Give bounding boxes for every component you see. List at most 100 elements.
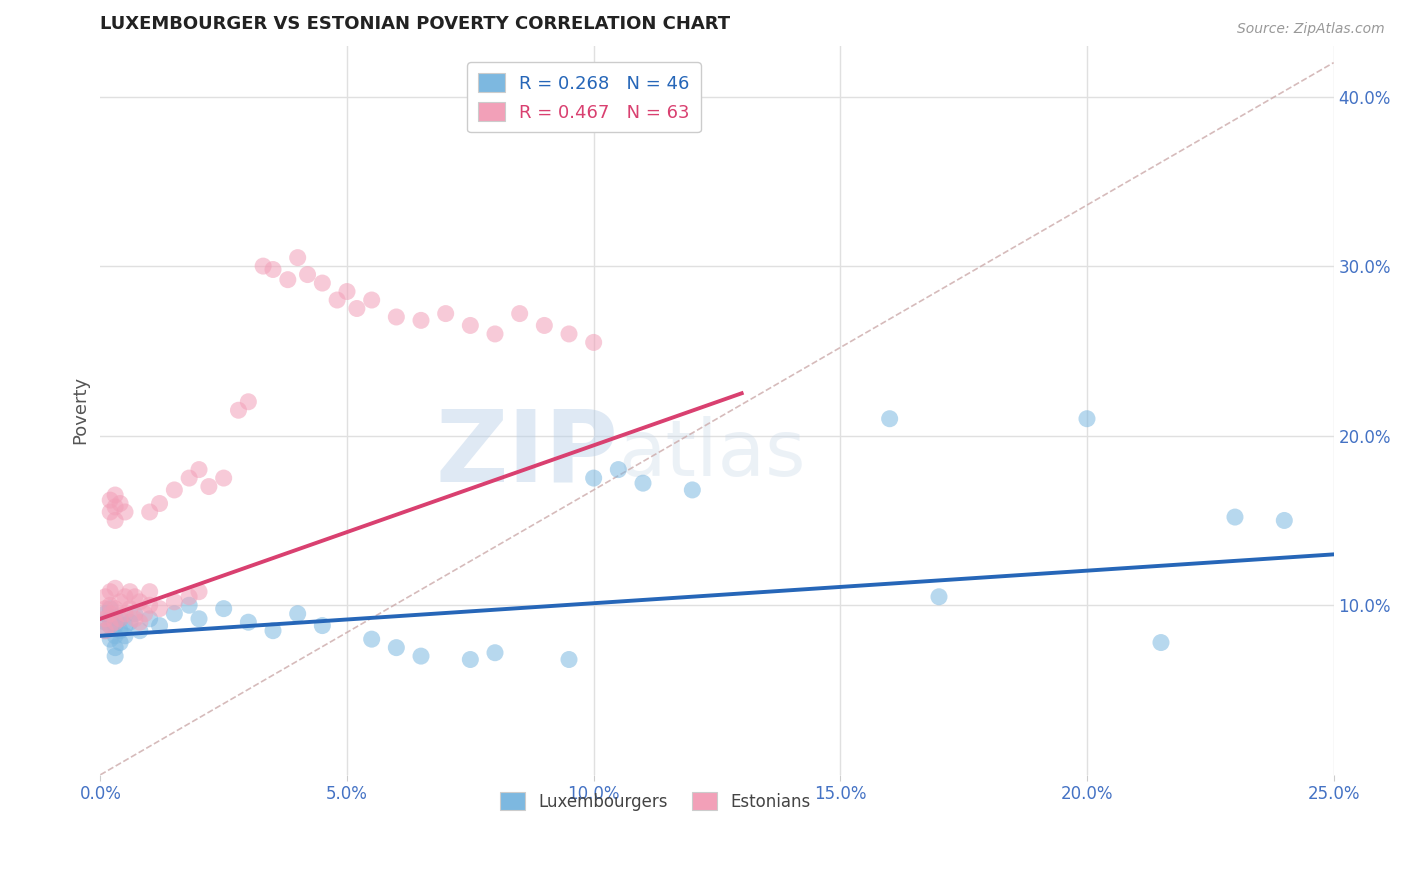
Point xyxy=(104,618,127,632)
Point xyxy=(118,615,141,630)
Point xyxy=(212,601,235,615)
Point xyxy=(94,612,117,626)
Point xyxy=(138,584,160,599)
Point xyxy=(108,624,131,638)
Point xyxy=(114,607,136,621)
Point xyxy=(128,615,150,630)
Point xyxy=(533,318,555,333)
Point xyxy=(360,632,382,647)
Point xyxy=(558,652,581,666)
Point xyxy=(98,618,121,632)
Point xyxy=(98,632,121,647)
Point xyxy=(104,610,127,624)
Point xyxy=(98,493,121,508)
Point xyxy=(98,607,121,621)
Point xyxy=(188,462,211,476)
Point xyxy=(108,612,131,626)
Point xyxy=(179,590,201,604)
Point xyxy=(104,649,127,664)
Point xyxy=(114,505,136,519)
Point xyxy=(138,599,160,613)
Legend: Luxembourgers, Estonians: Luxembourgers, Estonians xyxy=(494,786,818,818)
Point xyxy=(311,276,333,290)
Point xyxy=(118,584,141,599)
Point xyxy=(163,595,186,609)
Point xyxy=(484,646,506,660)
Point xyxy=(94,607,117,621)
Point xyxy=(148,496,170,510)
Text: Source: ZipAtlas.com: Source: ZipAtlas.com xyxy=(1237,22,1385,37)
Point xyxy=(98,618,121,632)
Point xyxy=(98,584,121,599)
Point xyxy=(108,496,131,510)
Point xyxy=(1150,635,1173,649)
Point xyxy=(928,590,950,604)
Point xyxy=(104,629,127,643)
Point xyxy=(104,640,127,655)
Point xyxy=(1076,411,1098,425)
Point xyxy=(163,483,186,497)
Point xyxy=(124,612,146,626)
Point xyxy=(509,307,531,321)
Point xyxy=(104,513,127,527)
Point xyxy=(434,307,457,321)
Point xyxy=(98,612,121,626)
Point xyxy=(104,500,127,514)
Point xyxy=(108,635,131,649)
Point xyxy=(326,293,349,307)
Point xyxy=(582,471,605,485)
Point xyxy=(138,612,160,626)
Point xyxy=(297,268,319,282)
Point xyxy=(104,615,127,630)
Point xyxy=(238,394,260,409)
Point xyxy=(128,595,150,609)
Point xyxy=(287,251,309,265)
Point xyxy=(148,618,170,632)
Point xyxy=(179,599,201,613)
Point xyxy=(228,403,250,417)
Point xyxy=(346,301,368,316)
Point xyxy=(114,618,136,632)
Point xyxy=(607,462,630,476)
Point xyxy=(409,313,432,327)
Point xyxy=(148,601,170,615)
Point xyxy=(252,259,274,273)
Point xyxy=(98,599,121,613)
Point xyxy=(128,624,150,638)
Point xyxy=(114,590,136,604)
Text: ZIP: ZIP xyxy=(436,406,619,502)
Point xyxy=(681,483,703,497)
Point xyxy=(94,590,117,604)
Point xyxy=(108,595,131,609)
Point xyxy=(94,624,117,638)
Point xyxy=(212,471,235,485)
Point xyxy=(138,505,160,519)
Point xyxy=(631,476,654,491)
Point xyxy=(484,326,506,341)
Point xyxy=(163,607,186,621)
Point xyxy=(360,293,382,307)
Point xyxy=(98,505,121,519)
Point xyxy=(108,612,131,626)
Point xyxy=(104,582,127,596)
Point xyxy=(188,612,211,626)
Point xyxy=(179,471,201,485)
Point xyxy=(277,273,299,287)
Point xyxy=(385,310,408,324)
Point xyxy=(124,590,146,604)
Point xyxy=(262,262,284,277)
Point xyxy=(94,615,117,630)
Point xyxy=(311,618,333,632)
Y-axis label: Poverty: Poverty xyxy=(72,376,89,444)
Point xyxy=(188,584,211,599)
Point xyxy=(94,601,117,615)
Point xyxy=(385,640,408,655)
Point xyxy=(336,285,359,299)
Point xyxy=(114,629,136,643)
Point xyxy=(98,601,121,615)
Point xyxy=(134,607,156,621)
Point xyxy=(118,601,141,615)
Point xyxy=(104,488,127,502)
Point xyxy=(1272,513,1295,527)
Point xyxy=(460,652,482,666)
